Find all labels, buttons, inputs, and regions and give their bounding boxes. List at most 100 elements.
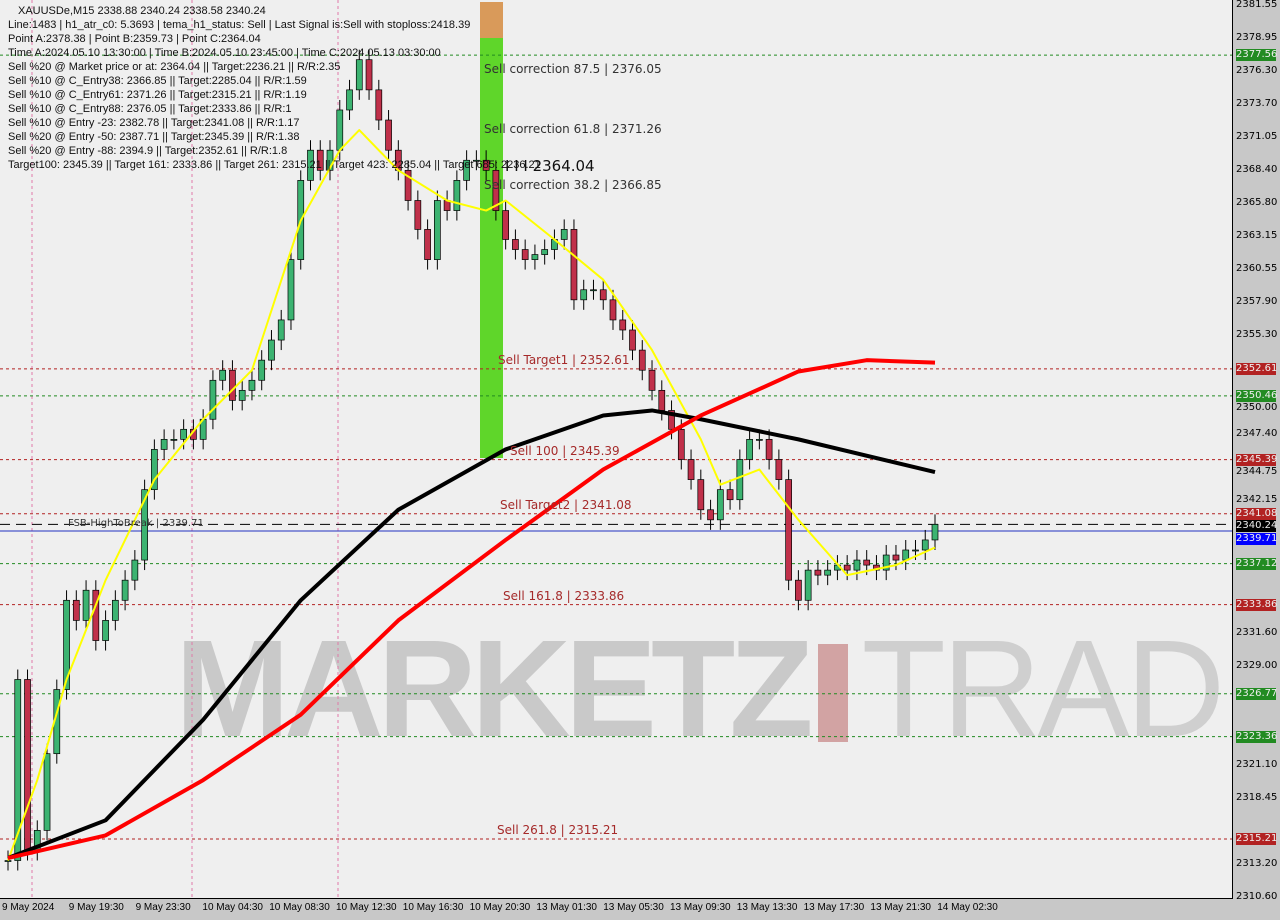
price-tag: 2326.77 — [1236, 687, 1278, 700]
candle-body — [746, 439, 753, 460]
candle-body — [687, 459, 695, 480]
candle-body — [863, 559, 871, 566]
candle-body — [502, 210, 510, 240]
candle-body — [111, 599, 119, 621]
info-line: Sell %10 @ Entry -23: 2382.78 || Target:… — [8, 117, 300, 129]
candle-body — [248, 379, 256, 391]
candle-body — [629, 329, 636, 351]
y-tick-label: 2347.40 — [1236, 428, 1278, 440]
info-line: Sell %20 @ Entry -50: 2387.71 || Target:… — [8, 131, 300, 143]
moving-average-line — [7, 129, 936, 861]
y-tick-label: 2363.15 — [1236, 230, 1278, 242]
candle-body — [433, 200, 441, 260]
candle-body — [424, 229, 431, 260]
x-tick-label: 13 May 17:30 — [803, 902, 865, 913]
y-tick-label: 2355.30 — [1236, 329, 1278, 341]
candle-body — [580, 289, 588, 301]
x-tick-label: 10 May 08:30 — [269, 902, 330, 913]
candle-body — [570, 229, 578, 301]
level-label: Sell 100 | 2345.39 — [510, 443, 620, 458]
x-tick-label: 10 May 20:30 — [469, 902, 531, 913]
candle-body — [843, 564, 851, 571]
candle-body — [180, 428, 187, 440]
y-tick-label: 2381.55 — [1236, 0, 1278, 10]
watermark-logo: MARKETZTRADE — [175, 612, 1232, 766]
candle-body — [151, 449, 158, 491]
candle-body — [131, 559, 139, 581]
y-tick-label: 2373.70 — [1236, 97, 1278, 109]
info-line: Sell %10 @ C_Entry38: 2366.85 || Target:… — [8, 75, 307, 87]
candle-body — [92, 589, 100, 641]
x-tick-label: 10 May 12:30 — [336, 902, 397, 913]
x-tick-label: 14 May 02:30 — [937, 902, 998, 913]
x-tick-label: 9 May 19:30 — [68, 902, 124, 913]
candle-body — [375, 89, 383, 121]
candle-body — [697, 479, 705, 511]
candle-body — [414, 200, 422, 230]
candle-body — [404, 169, 412, 201]
candle-body — [726, 489, 734, 501]
candle-body — [892, 554, 900, 561]
candle-body — [492, 169, 500, 211]
candle-body — [219, 369, 227, 381]
level-label: FSB-HighToBreak | 2339.71 — [68, 518, 204, 530]
price-chart — [0, 0, 1232, 898]
point-c-label: I I I 2364.04 — [505, 157, 595, 175]
price-tag: 2352.61 — [1236, 362, 1278, 375]
candle-body — [668, 410, 675, 430]
candle-body — [765, 439, 773, 460]
candle-body — [775, 459, 783, 480]
candle-body — [482, 159, 490, 171]
candle-body — [326, 149, 334, 171]
y-tick-label: 2310.60 — [1236, 891, 1278, 902]
candle-body — [316, 149, 324, 171]
candle-body — [268, 339, 275, 361]
candle-body — [619, 319, 627, 331]
candle-body — [590, 289, 597, 292]
x-tick-label: 13 May 13:30 — [736, 902, 798, 913]
level-label: Sell Target1 | 2352.61 — [498, 352, 630, 367]
sell-zone-top — [480, 2, 503, 38]
y-tick-label: 2344.75 — [1236, 466, 1278, 478]
correction-label: Sell correction 87.5 | 2376.05 — [484, 62, 662, 77]
price-tag: 2333.86 — [1236, 598, 1278, 611]
candle-body — [531, 254, 539, 260]
y-tick-label: 2365.80 — [1236, 197, 1278, 208]
y-tick-label: 2318.45 — [1236, 792, 1278, 804]
candle-body — [853, 559, 861, 571]
candle-body — [229, 369, 236, 401]
y-tick-label: 2321.10 — [1236, 758, 1278, 770]
candle-body — [638, 349, 646, 371]
candle-body — [160, 439, 168, 450]
candle-body — [121, 579, 129, 601]
x-tick-label: 9 May 2024 — [2, 902, 55, 913]
price-tag: 2350.46 — [1236, 389, 1278, 402]
y-tick-label: 2331.60 — [1236, 626, 1278, 638]
y-tick-label: 2313.20 — [1236, 858, 1278, 870]
chart-plot-area[interactable]: MARKETZTRADE XAUUSDe,M15 2338.88 2340.24… — [0, 0, 1233, 899]
candle-body — [287, 259, 295, 321]
candle-body — [209, 379, 217, 420]
candle-body — [716, 489, 724, 521]
candle-body — [912, 549, 919, 552]
info-line: Time A:2024.05.10 13:30:00 | Time B:2024… — [8, 47, 441, 59]
price-tag: 2341.08 — [1236, 507, 1278, 520]
y-tick-label: 2357.90 — [1236, 296, 1278, 308]
candle-body — [4, 860, 12, 862]
candle-body — [902, 549, 910, 561]
y-tick-label: 2360.55 — [1236, 263, 1278, 275]
candle-body — [14, 679, 22, 861]
y-tick-label: 2350.00 — [1236, 402, 1278, 414]
y-tick-label: 2371.05 — [1236, 131, 1278, 142]
correction-label: Sell correction 61.8 | 2371.26 — [484, 122, 662, 137]
candle-body — [141, 489, 148, 561]
candle-body — [599, 289, 607, 301]
candle-body — [346, 89, 353, 111]
candle-body — [736, 459, 744, 501]
info-line: Sell %10 @ C_Entry88: 2376.05 || Target:… — [8, 103, 292, 115]
info-line: Sell %20 @ Market price or at: 2364.04 |… — [8, 61, 341, 73]
y-tick-label: 2378.95 — [1236, 31, 1278, 43]
x-tick-label: 13 May 05:30 — [603, 902, 664, 913]
candle-body — [24, 679, 31, 851]
x-tick-label: 13 May 21:30 — [870, 902, 931, 913]
